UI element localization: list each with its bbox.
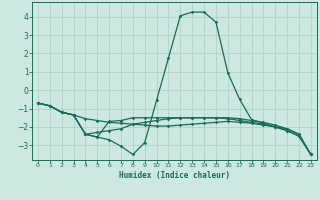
- X-axis label: Humidex (Indice chaleur): Humidex (Indice chaleur): [119, 171, 230, 180]
